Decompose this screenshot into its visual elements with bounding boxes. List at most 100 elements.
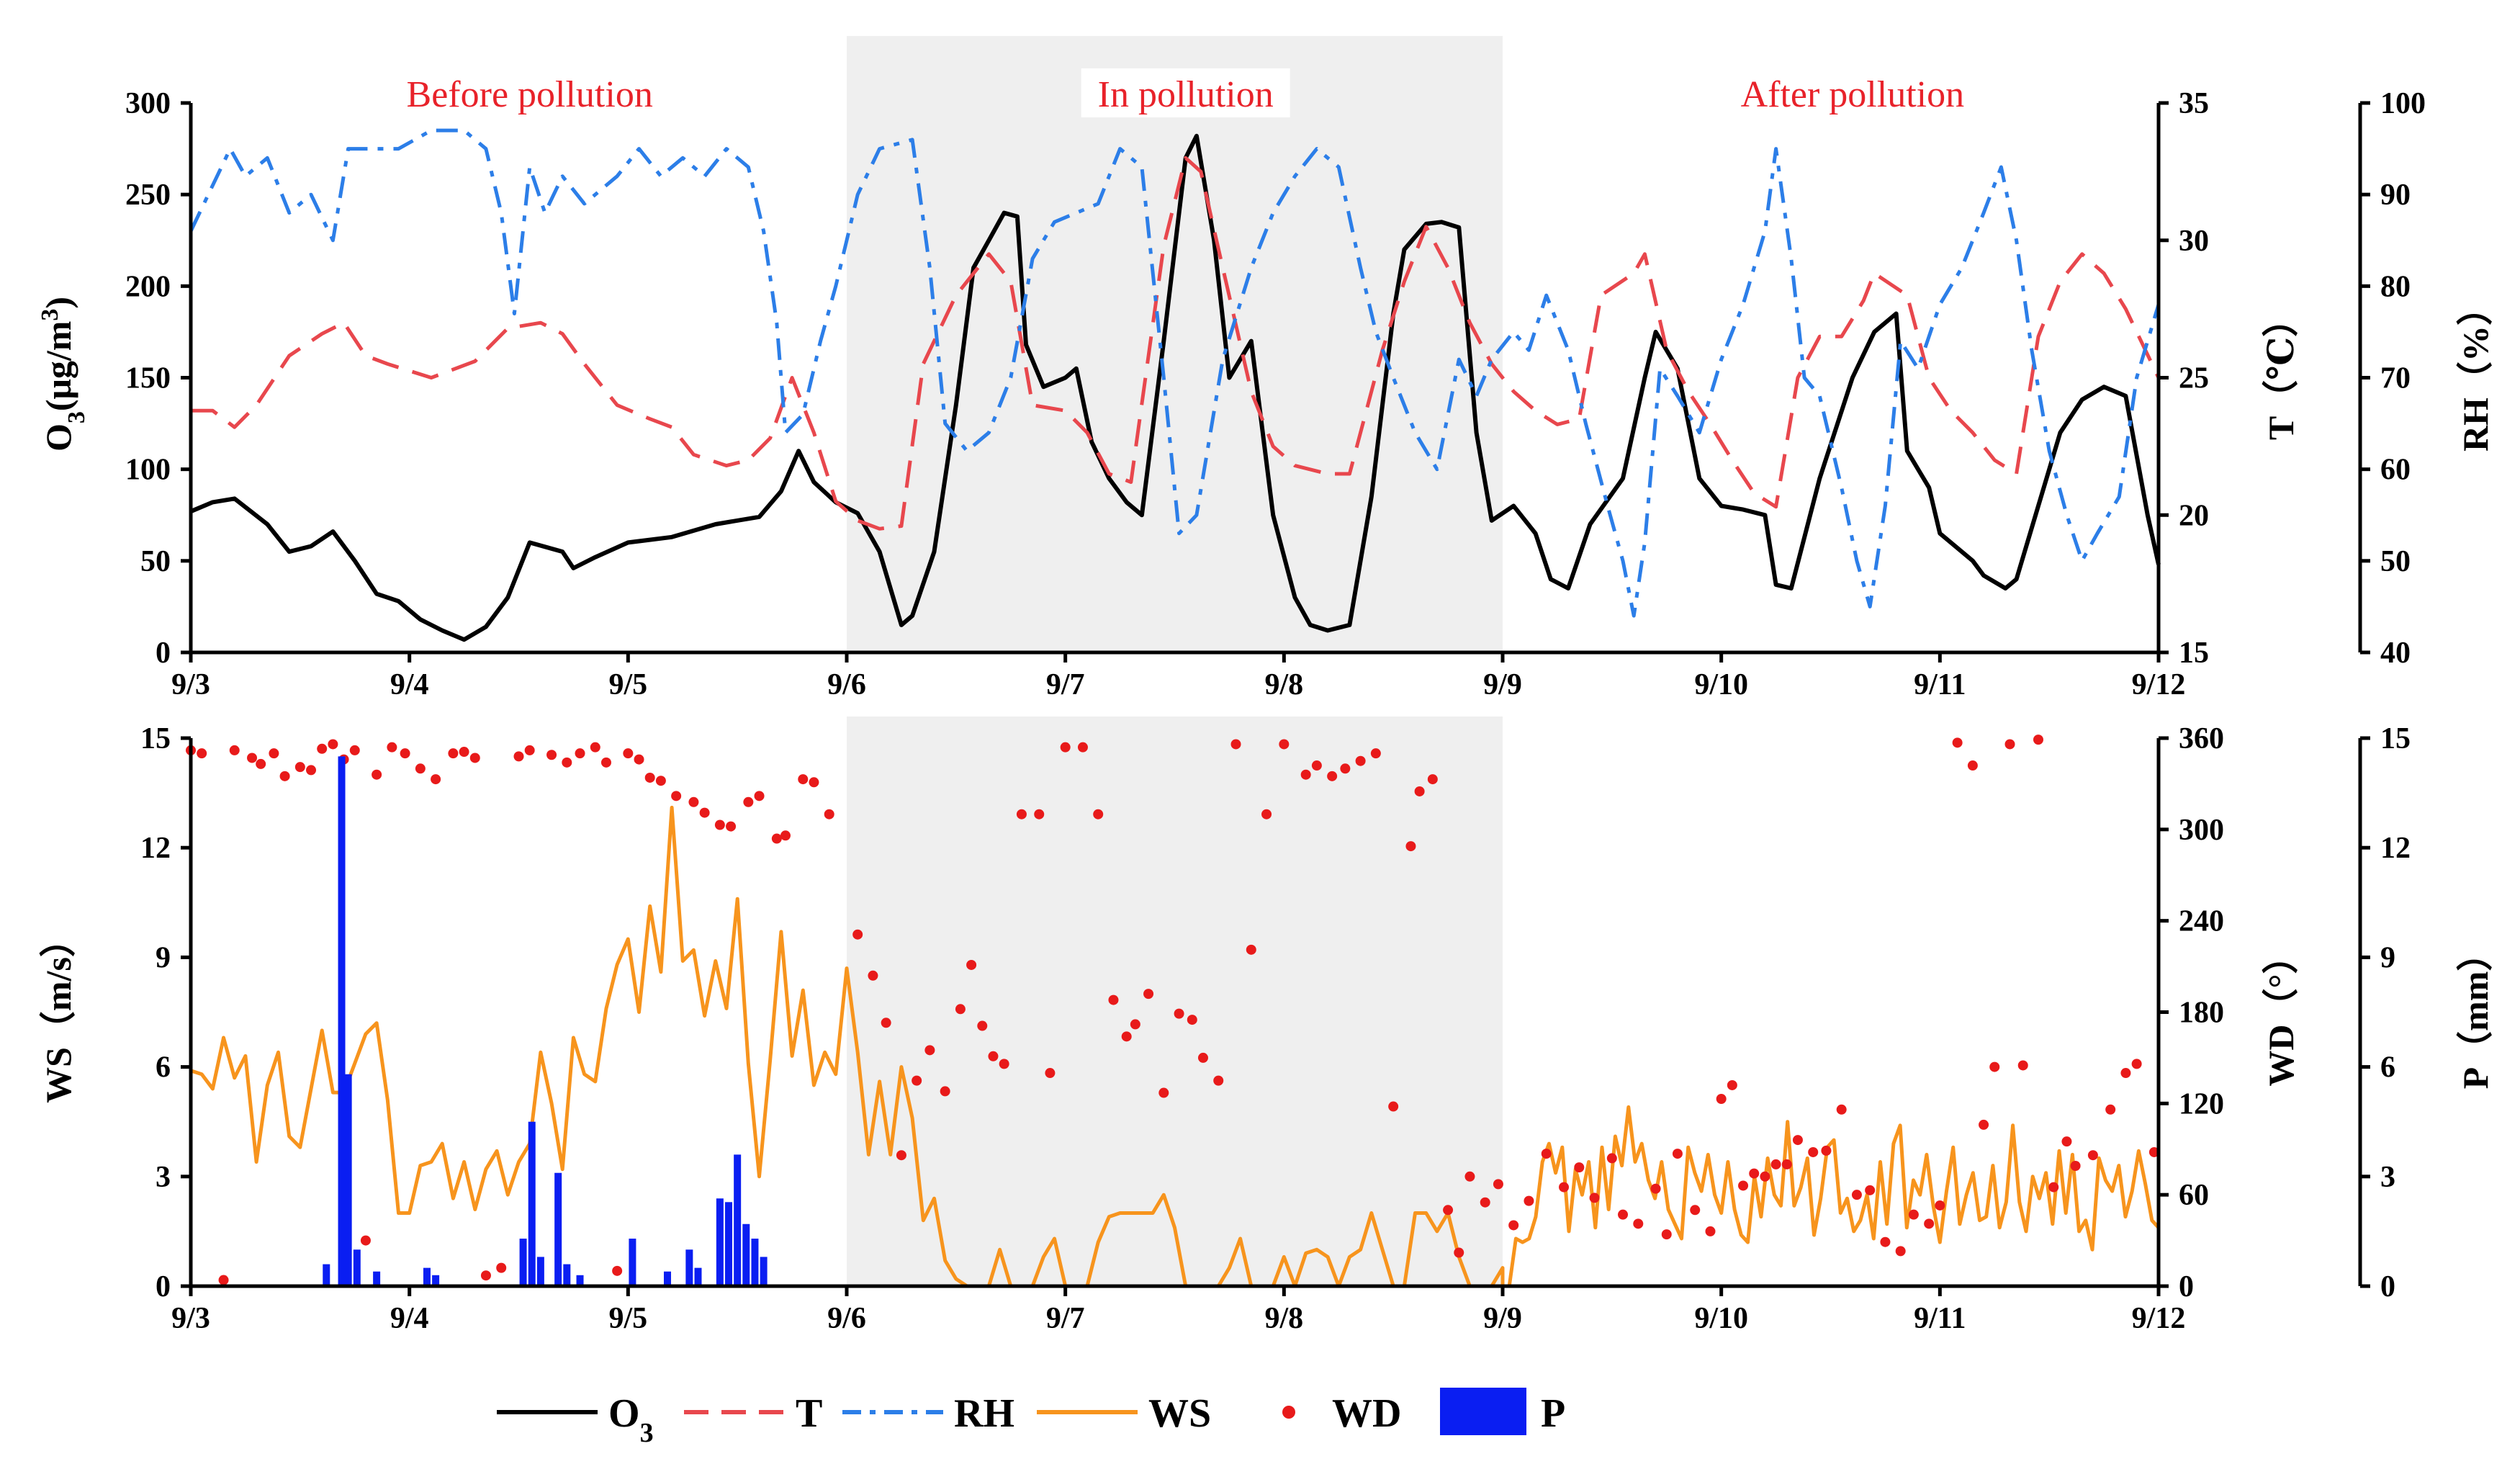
wd-point — [1045, 1068, 1056, 1079]
wd-point — [1370, 748, 1381, 759]
wd-point — [480, 1270, 491, 1281]
right1-tick-label-bottom: 0 — [2179, 1270, 2194, 1303]
y-axis-title-temperature: T（℃） — [2261, 301, 2301, 440]
wd-point — [1261, 809, 1272, 819]
wd-point — [2120, 1068, 2131, 1079]
wd-point — [328, 739, 338, 750]
wd-point — [1633, 1218, 1644, 1229]
left-tick-label-top: 250 — [125, 179, 171, 212]
wd-point — [798, 774, 809, 785]
wd-point — [1508, 1220, 1519, 1231]
precip-bar — [353, 1249, 361, 1286]
right1-tick-label-top: 15 — [2179, 637, 2209, 670]
left-tick-label-top: 200 — [125, 270, 171, 303]
wd-point — [612, 1265, 623, 1276]
wd-point — [1197, 1052, 1208, 1063]
precip-bar — [742, 1223, 750, 1286]
wd-point — [1690, 1205, 1701, 1216]
x-tick-label-bottom: 9/7 — [1046, 1302, 1085, 1335]
wd-point — [306, 765, 317, 776]
wd-point — [1967, 760, 1978, 771]
wd-point — [317, 743, 328, 754]
wd-point — [1427, 774, 1438, 785]
wd-point — [349, 745, 360, 755]
right2-tick-label-top: 70 — [2380, 362, 2411, 395]
wd-point — [2148, 1146, 2159, 1157]
wd-point — [1443, 1205, 1454, 1216]
wd-point — [1108, 994, 1119, 1005]
wd-point — [1060, 742, 1071, 753]
right1-tick-label-bottom: 60 — [2179, 1179, 2209, 1212]
wd-point — [1093, 809, 1104, 819]
phase-label-bg — [1081, 68, 1290, 117]
right1-tick-label-bottom: 360 — [2179, 722, 2224, 755]
right2-tick-label-top: 90 — [2380, 179, 2411, 212]
precip-bar — [344, 1074, 352, 1286]
left-tick-label-top: 300 — [125, 87, 171, 120]
wd-point — [269, 748, 279, 759]
wd-point — [1979, 1119, 1989, 1130]
x-tick-label-bottom: 9/8 — [1264, 1302, 1303, 1335]
wd-point — [881, 1018, 891, 1028]
wd-point — [1792, 1135, 1803, 1146]
shaded-pollution-period-bottom — [847, 717, 1503, 1286]
x-tick-label-top: 9/4 — [390, 668, 429, 701]
wd-point — [2061, 1136, 2072, 1147]
precip-bar — [576, 1275, 584, 1286]
wd-point — [1121, 1031, 1132, 1042]
x-tick-label-top: 9/10 — [1694, 668, 1748, 701]
wd-point — [2131, 1059, 2142, 1069]
right2-tick-label-bottom: 12 — [2380, 832, 2411, 865]
wd-point — [1480, 1197, 1490, 1208]
wd-point — [1574, 1162, 1585, 1173]
left-tick-label-bottom: 9 — [156, 941, 171, 974]
wd-point — [372, 769, 382, 780]
right2-tick-label-bottom: 3 — [2380, 1161, 2395, 1194]
precip-bar — [694, 1267, 702, 1286]
wd-point — [824, 809, 834, 819]
wd-point — [1770, 1159, 1781, 1169]
wd-point — [1158, 1087, 1169, 1098]
wd-point — [279, 771, 290, 781]
x-tick-label-bottom: 9/12 — [2132, 1302, 2186, 1335]
wd-point — [1738, 1180, 1749, 1191]
right2-tick-label-bottom: 9 — [2380, 941, 2395, 974]
wd-point — [387, 742, 397, 753]
wd-point — [431, 774, 441, 785]
wd-point — [2048, 1182, 2059, 1193]
wd-point — [1716, 1093, 1727, 1104]
legend-label-rh: RH — [954, 1391, 1014, 1436]
precip-bar — [323, 1264, 330, 1286]
wd-point — [1016, 809, 1027, 819]
wd-point — [809, 777, 819, 788]
right1-tick-label-bottom: 300 — [2179, 814, 2224, 847]
left-tick-label-bottom: 0 — [156, 1270, 171, 1303]
wd-point — [988, 1051, 999, 1061]
wd-point — [546, 750, 557, 760]
wd-point — [966, 959, 977, 970]
right1-tick-label-bottom: 120 — [2179, 1087, 2224, 1121]
wd-point — [1187, 1015, 1197, 1025]
wd-point — [1174, 1008, 1184, 1019]
wd-point — [955, 1004, 966, 1015]
x-tick-label-bottom: 9/3 — [171, 1302, 210, 1335]
left-tick-label-bottom: 3 — [156, 1161, 171, 1194]
wd-point — [1851, 1190, 1862, 1200]
precip-bar — [760, 1257, 768, 1286]
x-tick-label-bottom: 9/9 — [1483, 1302, 1522, 1335]
wd-point — [1355, 755, 1366, 766]
wd-point — [977, 1020, 988, 1031]
wd-point — [1672, 1149, 1683, 1159]
wd-point — [1300, 769, 1311, 780]
wd-point — [2105, 1104, 2116, 1115]
wd-point — [2017, 1060, 2028, 1071]
wd-point — [1952, 737, 1963, 748]
right2-tick-label-bottom: 6 — [2380, 1051, 2395, 1084]
y-axis-title-wd: WD（°） — [2261, 938, 2301, 1086]
phase-label: Before pollution — [407, 74, 653, 115]
wd-point — [726, 821, 737, 832]
wd-point — [1749, 1168, 1760, 1179]
legend-label-t: T — [796, 1391, 822, 1436]
wd-point — [1618, 1209, 1629, 1220]
precip-bar — [751, 1239, 759, 1286]
